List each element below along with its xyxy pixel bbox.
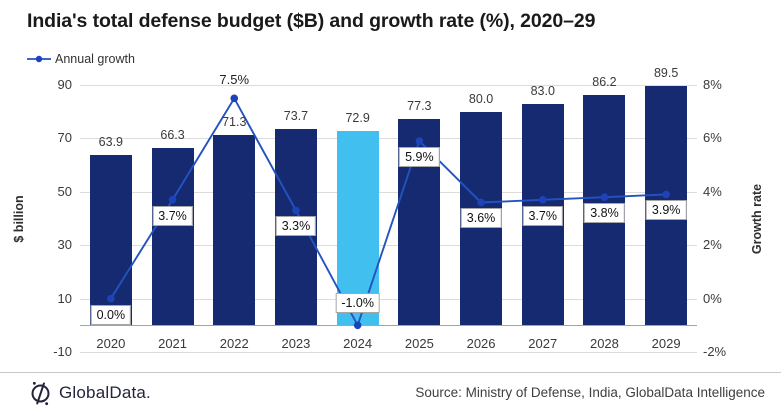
growth-label-2027: 3.7% xyxy=(522,205,563,226)
x-tick-2025: 2025 xyxy=(404,336,434,351)
growth-label-2020: 0.0% xyxy=(90,304,132,325)
x-tick-2022: 2022 xyxy=(219,336,249,351)
right-tick--2%: -2% xyxy=(703,344,727,359)
growth-label-2023: 3.3% xyxy=(275,216,317,237)
growth-label-2024: -1.0% xyxy=(335,293,380,314)
growth-label-2028: 3.8% xyxy=(584,203,625,224)
growth-label-2022: 7.5% xyxy=(219,72,250,88)
growth-label-2029: 3.9% xyxy=(645,200,687,221)
right-tick-0%: 0% xyxy=(703,290,722,306)
brand-logo: GlobalData. xyxy=(28,380,151,406)
right-tick-4%: 4% xyxy=(703,183,722,199)
gridline xyxy=(80,352,697,353)
bar-value-2021: 66.3 xyxy=(160,128,185,143)
x-axis-line xyxy=(80,325,697,326)
growth-label-2026: 3.6% xyxy=(460,208,502,229)
bar-2022 xyxy=(213,134,256,326)
left-axis-title: $ billion xyxy=(12,195,26,243)
legend: Annual growth xyxy=(26,52,135,66)
chart-title: India's total defense budget ($B) and gr… xyxy=(27,10,596,32)
growth-point-2022 xyxy=(230,94,239,103)
x-tick-2026: 2026 xyxy=(466,336,496,351)
left-tick--10: -10 xyxy=(53,344,72,359)
left-tick-50: 50 xyxy=(57,183,72,199)
right-tick-8%: 8% xyxy=(703,77,722,92)
bar-value-2029: 89.5 xyxy=(653,66,679,81)
x-tick-2020: 2020 xyxy=(96,336,126,351)
bar-value-2027: 83.0 xyxy=(530,83,555,98)
x-tick-2027: 2027 xyxy=(528,336,558,351)
gridline xyxy=(80,85,697,86)
right-tick-2%: 2% xyxy=(703,237,722,253)
growth-label-2025: 5.9% xyxy=(399,147,440,168)
bar-value-2026: 80.0 xyxy=(468,91,494,106)
source-text: Source: Ministry of Defense, India, Glob… xyxy=(415,385,765,400)
legend-line-marker-icon xyxy=(27,55,51,63)
bar-value-2024: 72.9 xyxy=(345,110,370,125)
right-tick-6%: 6% xyxy=(703,130,722,146)
legend-label: Annual growth xyxy=(55,52,135,66)
bar-2020 xyxy=(89,154,132,326)
bar-value-2028: 86.2 xyxy=(592,75,617,90)
x-tick-2029: 2029 xyxy=(651,336,681,351)
brand-name: GlobalData. xyxy=(59,383,151,402)
x-tick-2023: 2023 xyxy=(281,336,311,351)
left-tick-30: 30 xyxy=(57,237,72,253)
x-tick-2028: 2028 xyxy=(589,336,619,351)
growth-label-2021: 3.7% xyxy=(152,205,193,226)
x-tick-2024: 2024 xyxy=(343,336,373,351)
left-tick-70: 70 xyxy=(57,130,72,146)
globaldata-logo-icon xyxy=(31,381,50,406)
x-tick-2021: 2021 xyxy=(158,336,188,351)
bar-value-2025: 77.3 xyxy=(407,98,432,113)
bar-value-2020: 63.9 xyxy=(98,134,124,149)
bar-value-2022: 71.3 xyxy=(222,114,247,129)
bar-value-2023: 73.7 xyxy=(283,108,309,123)
left-tick-90: 90 xyxy=(57,77,72,92)
right-axis-title: Growth rate xyxy=(750,183,764,255)
left-tick-10: 10 xyxy=(57,290,72,306)
footer-divider xyxy=(0,372,781,373)
bar-2021 xyxy=(151,148,194,326)
